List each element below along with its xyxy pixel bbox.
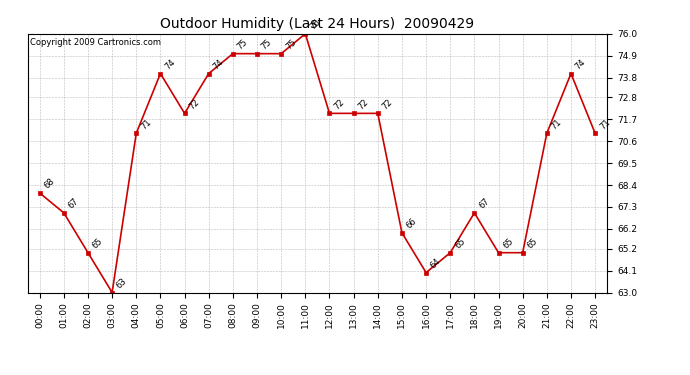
- Text: 72: 72: [188, 98, 201, 111]
- Text: 68: 68: [43, 177, 57, 191]
- Text: 71: 71: [550, 117, 564, 131]
- Text: 67: 67: [67, 197, 81, 211]
- Text: 72: 72: [357, 98, 371, 111]
- Text: 71: 71: [598, 117, 612, 131]
- Text: 72: 72: [381, 98, 395, 111]
- Text: 63: 63: [115, 276, 129, 290]
- Text: 65: 65: [526, 237, 540, 250]
- Text: 75: 75: [236, 38, 250, 51]
- Text: 64: 64: [429, 256, 443, 270]
- Title: Outdoor Humidity (Last 24 Hours)  20090429: Outdoor Humidity (Last 24 Hours) 2009042…: [160, 17, 475, 31]
- Text: 71: 71: [139, 117, 153, 131]
- Text: Copyright 2009 Cartronics.com: Copyright 2009 Cartronics.com: [30, 38, 161, 46]
- Text: 65: 65: [453, 237, 467, 250]
- Text: 65: 65: [91, 237, 105, 250]
- Text: 67: 67: [477, 197, 491, 211]
- Text: 74: 74: [164, 57, 177, 71]
- Text: 75: 75: [284, 38, 298, 51]
- Text: 74: 74: [574, 57, 588, 71]
- Text: 65: 65: [502, 237, 515, 250]
- Text: 72: 72: [333, 98, 346, 111]
- Text: 74: 74: [212, 57, 226, 71]
- Text: 76: 76: [308, 18, 322, 32]
- Text: 75: 75: [260, 38, 274, 51]
- Text: 66: 66: [405, 217, 419, 231]
